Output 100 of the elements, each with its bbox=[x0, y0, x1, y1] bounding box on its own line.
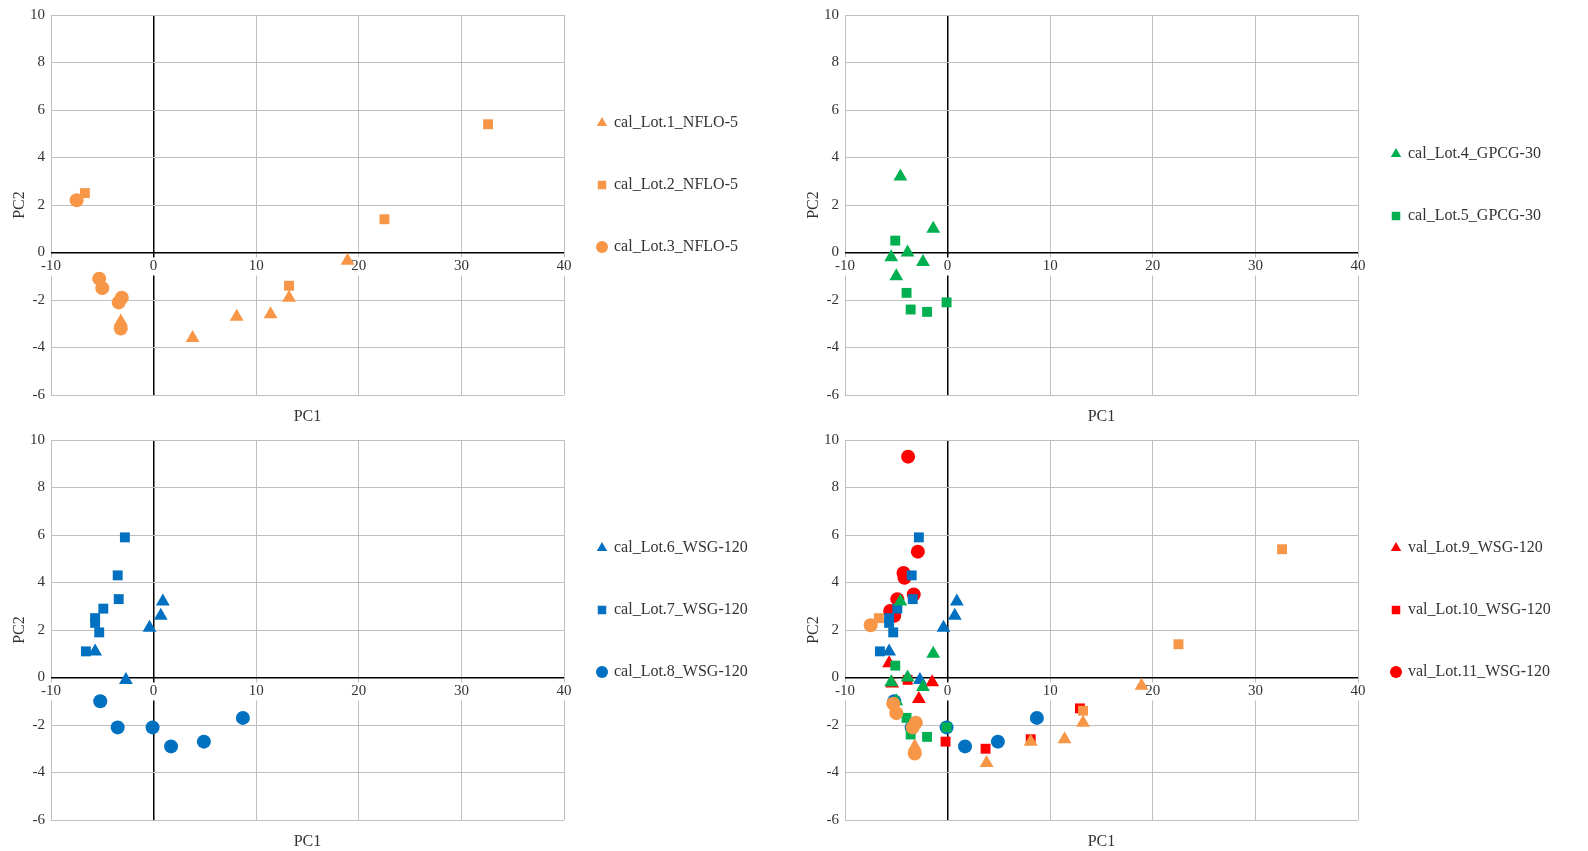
legend-label: cal_Lot.7_WSG-120 bbox=[614, 600, 748, 618]
point bbox=[112, 570, 123, 581]
y-tick-label: -6 bbox=[826, 810, 840, 827]
point bbox=[110, 720, 125, 735]
legend-label: val_Lot.9_WSG-120 bbox=[1408, 538, 1543, 556]
y-tick-label: 10 bbox=[824, 430, 839, 447]
point bbox=[111, 295, 126, 310]
y-tick-label: 8 bbox=[831, 478, 839, 495]
point bbox=[379, 214, 390, 225]
point bbox=[947, 607, 962, 620]
y-tick-label: -6 bbox=[32, 385, 46, 402]
point bbox=[235, 710, 250, 725]
y-tick-label: 10 bbox=[30, 430, 45, 447]
point bbox=[922, 306, 933, 317]
point bbox=[940, 736, 951, 747]
point bbox=[88, 643, 103, 656]
point bbox=[905, 304, 916, 315]
point bbox=[153, 607, 168, 620]
x-axis-title: PC1 bbox=[1087, 407, 1116, 425]
y-tick-label: 8 bbox=[831, 53, 839, 70]
y-tick-label: 0 bbox=[831, 243, 839, 260]
x-tick-label: -10 bbox=[835, 682, 855, 699]
point bbox=[926, 220, 941, 233]
y-tick-label: 6 bbox=[37, 100, 46, 117]
y-tick-label: -6 bbox=[32, 810, 46, 827]
point bbox=[263, 306, 278, 319]
y-tick-label: 2 bbox=[831, 195, 839, 212]
point bbox=[1029, 710, 1044, 725]
y-tick-label: 2 bbox=[831, 620, 839, 637]
point bbox=[94, 627, 105, 638]
point bbox=[890, 660, 901, 671]
y-tick-label: 8 bbox=[37, 478, 45, 495]
point bbox=[155, 593, 170, 606]
legend-label: cal_Lot.6_WSG-120 bbox=[614, 538, 748, 556]
y-tick-label: 0 bbox=[37, 243, 45, 260]
y-tick-label: -4 bbox=[826, 763, 840, 780]
point bbox=[884, 249, 899, 262]
x-tick-label: 10 bbox=[1042, 682, 1058, 699]
y-axis-title: PC2 bbox=[10, 191, 28, 219]
x-tick-label: -10 bbox=[41, 682, 61, 699]
x-tick-label: 0 bbox=[943, 682, 952, 699]
point bbox=[1076, 714, 1090, 727]
x-tick-label: 40 bbox=[1350, 257, 1366, 274]
point bbox=[1173, 639, 1184, 650]
y-tick-label: 2 bbox=[37, 620, 45, 637]
y-tick-label: 4 bbox=[37, 148, 46, 165]
point bbox=[90, 617, 101, 628]
point bbox=[164, 739, 179, 754]
point bbox=[282, 289, 296, 302]
y-tick-label: 10 bbox=[30, 5, 45, 22]
x-tick-label: 40 bbox=[556, 682, 572, 699]
point bbox=[916, 679, 930, 691]
x-tick-label: 40 bbox=[1350, 682, 1366, 699]
point bbox=[925, 674, 940, 687]
point bbox=[980, 743, 991, 754]
x-tick-label: 30 bbox=[453, 682, 469, 699]
point bbox=[906, 570, 917, 581]
y-tick-label: 0 bbox=[831, 668, 839, 685]
point bbox=[113, 594, 124, 605]
point bbox=[1057, 731, 1072, 744]
point bbox=[990, 734, 1005, 749]
point bbox=[890, 235, 901, 246]
x-tick-label: -10 bbox=[835, 257, 855, 274]
y-tick-label: 4 bbox=[831, 148, 840, 165]
x-tick-label: 20 bbox=[1145, 682, 1161, 699]
point bbox=[910, 544, 925, 559]
x-axis-title: PC1 bbox=[293, 407, 322, 425]
y-tick-label: -4 bbox=[32, 763, 46, 780]
y-tick-label: -4 bbox=[32, 338, 46, 355]
legend-label: cal_Lot.5_GPCG-30 bbox=[1408, 206, 1541, 224]
legend-label: val_Lot.10_WSG-120 bbox=[1408, 600, 1551, 618]
point bbox=[483, 119, 494, 130]
y-tick-label: 4 bbox=[37, 573, 46, 590]
point bbox=[95, 281, 110, 296]
point bbox=[1277, 544, 1288, 555]
point bbox=[884, 617, 895, 628]
point bbox=[863, 618, 878, 633]
x-tick-label: 0 bbox=[943, 257, 952, 274]
x-tick-label: 30 bbox=[1247, 257, 1263, 274]
y-tick-label: 6 bbox=[831, 525, 840, 542]
point bbox=[284, 280, 294, 291]
point bbox=[98, 603, 109, 614]
point bbox=[907, 594, 918, 605]
point bbox=[874, 646, 885, 657]
legend-label: cal_Lot.2_NFLO-5 bbox=[614, 175, 738, 193]
point bbox=[229, 308, 244, 321]
point bbox=[882, 643, 897, 656]
x-tick-label: 20 bbox=[1145, 257, 1161, 274]
point bbox=[889, 706, 904, 721]
x-tick-label: -10 bbox=[41, 257, 61, 274]
x-tick-label: 0 bbox=[149, 682, 158, 699]
y-tick-label: -2 bbox=[32, 715, 45, 732]
point bbox=[79, 188, 90, 199]
legend-label: cal_Lot.4_GPCG-30 bbox=[1408, 144, 1541, 162]
point bbox=[911, 690, 926, 703]
y-tick-label: -4 bbox=[826, 338, 840, 355]
point bbox=[936, 619, 951, 632]
point bbox=[916, 254, 930, 266]
x-tick-label: 10 bbox=[248, 682, 264, 699]
y-tick-label: 6 bbox=[831, 100, 840, 117]
